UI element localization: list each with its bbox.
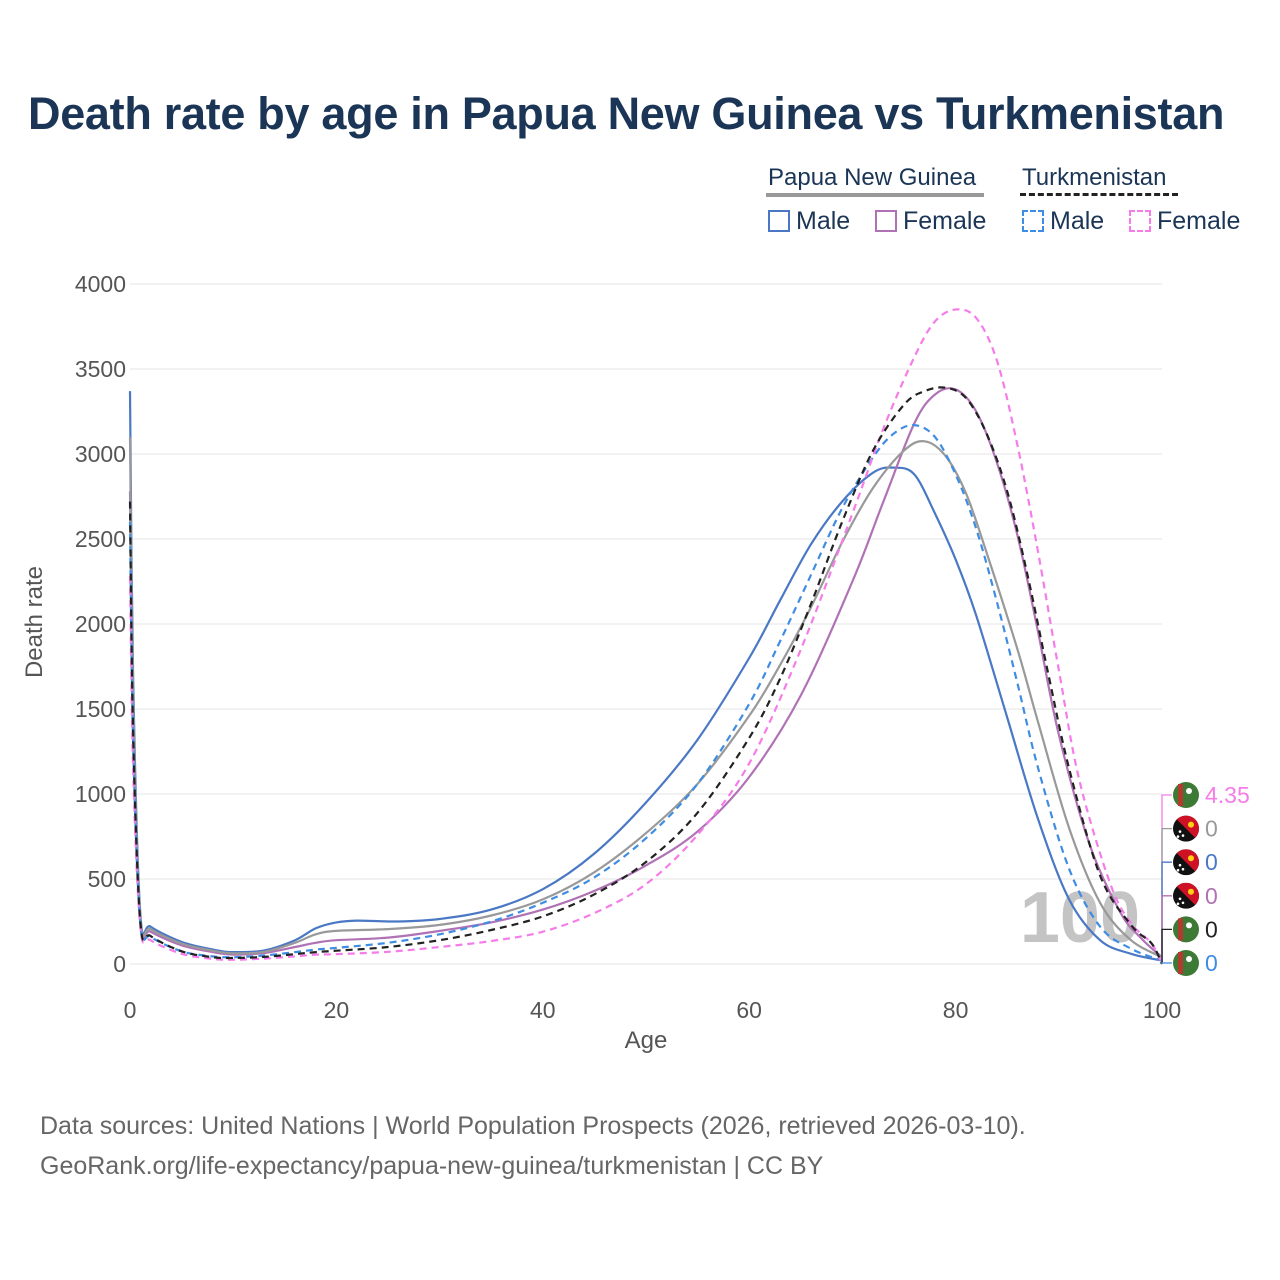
end-label-value: 4.35 [1205, 782, 1250, 808]
end-label-connector [1161, 794, 1172, 964]
series-lines [128, 308, 1163, 965]
legend-swatch-tkm-female [1129, 210, 1151, 232]
legend: Papua New Guinea Turkmenistan Male Femal… [0, 160, 1280, 250]
end-label-value: 0 [1205, 916, 1218, 942]
papua-new-guinea-flag-icon [1173, 849, 1199, 876]
end-label-connector [1161, 928, 1172, 964]
y-tick-label: 2000 [75, 611, 126, 637]
chart-title: Death rate by age in Papua New Guinea vs… [28, 88, 1225, 139]
legend-group-line-papua-new-guinea [766, 193, 984, 197]
end-label-connector [1161, 861, 1172, 964]
x-tick-label: 40 [530, 997, 556, 1023]
legend-item-png-female[interactable]: Female [875, 206, 986, 236]
y-tick-label: 1500 [75, 696, 126, 722]
end-label-connector [1161, 962, 1172, 964]
legend-group-line-turkmenistan [1020, 193, 1178, 196]
y-tick-label: 3000 [75, 441, 126, 467]
y-tick-label: 1000 [75, 781, 126, 807]
y-tick-label: 0 [113, 951, 126, 977]
y-axis-label: Death rate [21, 566, 48, 678]
source-line-1: Data sources: United Nations | World Pop… [40, 1112, 1026, 1140]
x-tick-label: 0 [124, 997, 137, 1023]
end-labels: 4.35 0 0 0 0 0 [1161, 782, 1250, 976]
legend-label-tkm-male: Male [1050, 206, 1105, 235]
x-tick-label: 100 [1143, 997, 1181, 1023]
papua-new-guinea-flag-icon [1173, 882, 1199, 909]
source-note: Data sources: United Nations | World Pop… [40, 1106, 1026, 1186]
turkmenistan-flag-icon [1173, 916, 1199, 943]
end-label-value: 0 [1205, 849, 1218, 875]
turkmenistan-flag-icon [1173, 782, 1199, 808]
legend-item-tkm-male[interactable]: Male [1022, 206, 1104, 236]
x-tick-label: 20 [324, 997, 350, 1023]
x-tick-label: 80 [943, 997, 969, 1023]
end-label-value: 0 [1205, 883, 1218, 909]
series-line-papua-new-guinea-male [128, 391, 1163, 962]
legend-label-png-female: Female [903, 206, 987, 235]
legend-swatch-png-female [875, 210, 897, 232]
legend-item-tkm-female[interactable]: Female [1129, 206, 1240, 236]
y-tick-label: 2500 [75, 526, 126, 552]
legend-item-png-male[interactable]: Male [768, 206, 850, 236]
series-line-turkmenistan-male [128, 423, 1163, 962]
legend-group-turkmenistan[interactable]: Turkmenistan [1022, 164, 1167, 191]
series-line-papua-new-guinea-female [128, 387, 1163, 959]
series-line-turkmenistan-both [128, 386, 1163, 965]
legend-label-tkm-female: Female [1157, 206, 1241, 235]
legend-group-papua-new-guinea[interactable]: Papua New Guinea [768, 164, 977, 191]
legend-swatch-tkm-male [1022, 210, 1044, 232]
x-axis-label: Age [625, 1027, 668, 1054]
grid-lines [130, 283, 1162, 965]
y-tick-label: 4000 [75, 271, 126, 297]
series-line-turkmenistan-female [128, 308, 1163, 965]
papua-new-guinea-flag-icon [1173, 815, 1199, 842]
legend-label-png-male: Male [796, 206, 851, 235]
source-line-2[interactable]: GeoRank.org/life-expectancy/papua-new-gu… [40, 1152, 824, 1180]
axes: 0 500 1000 1500 2000 2500 3000 3500 4000 0 20 40 60 8… [75, 271, 1181, 1023]
legend-swatch-png-male [768, 210, 790, 232]
y-tick-label: 3500 [75, 356, 126, 382]
turkmenistan-flag-icon [1173, 950, 1199, 976]
series-line-papua-new-guinea-both [128, 436, 1163, 959]
end-label-value: 0 [1205, 950, 1218, 976]
x-tick-label: 60 [736, 997, 762, 1023]
y-tick-label: 500 [88, 866, 126, 892]
end-label-value: 0 [1205, 816, 1218, 842]
